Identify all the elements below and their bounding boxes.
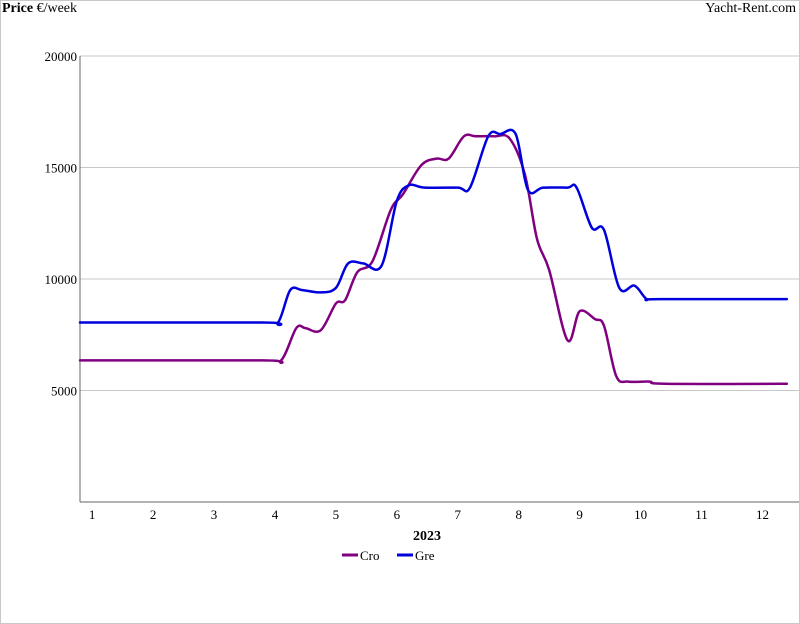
x-tick-label-9: 9 xyxy=(576,507,583,522)
x-tick-label-4: 4 xyxy=(272,507,279,522)
x-tick-label-8: 8 xyxy=(515,507,522,522)
grid-lines xyxy=(80,55,799,391)
series-line-cro xyxy=(78,133,789,386)
y-tick-labels: 5000 10000 15000 20000 xyxy=(45,49,78,399)
y-axis-title: Price €/week xyxy=(2,1,77,17)
x-tick-label-3: 3 xyxy=(211,507,218,522)
x-axis-title: 2023 xyxy=(413,529,441,544)
legend: Cro Gre xyxy=(342,548,435,563)
x-tick-labels: 1 2 3 4 5 6 7 8 9 10 11 12 xyxy=(89,507,769,522)
x-tick-label-7: 7 xyxy=(455,507,462,522)
brand-label: Yacht-Rent.com xyxy=(705,1,796,16)
y-tick-label-20000: 20000 xyxy=(45,49,78,64)
x-tick-label-1: 1 xyxy=(89,507,96,522)
y-axis-title-label: Price xyxy=(2,1,34,16)
x-tick-label-12: 12 xyxy=(756,507,769,522)
x-tick-label-2: 2 xyxy=(150,507,157,522)
series-line-gre xyxy=(78,128,789,327)
x-tick-label-11: 11 xyxy=(695,507,708,522)
x-tick-label-5: 5 xyxy=(333,507,340,522)
series-lines xyxy=(78,128,789,386)
legend-label-gre: Gre xyxy=(415,548,435,563)
y-axis-title-unit: €/week xyxy=(33,1,78,16)
legend-label-cro: Cro xyxy=(360,548,380,563)
y-tick-label-5000: 5000 xyxy=(51,384,77,399)
y-tick-label-10000: 10000 xyxy=(45,272,78,287)
x-tick-label-6: 6 xyxy=(394,507,401,522)
y-tick-label-15000: 15000 xyxy=(45,161,78,176)
x-tick-label-10: 10 xyxy=(634,507,647,522)
axes xyxy=(79,56,799,503)
